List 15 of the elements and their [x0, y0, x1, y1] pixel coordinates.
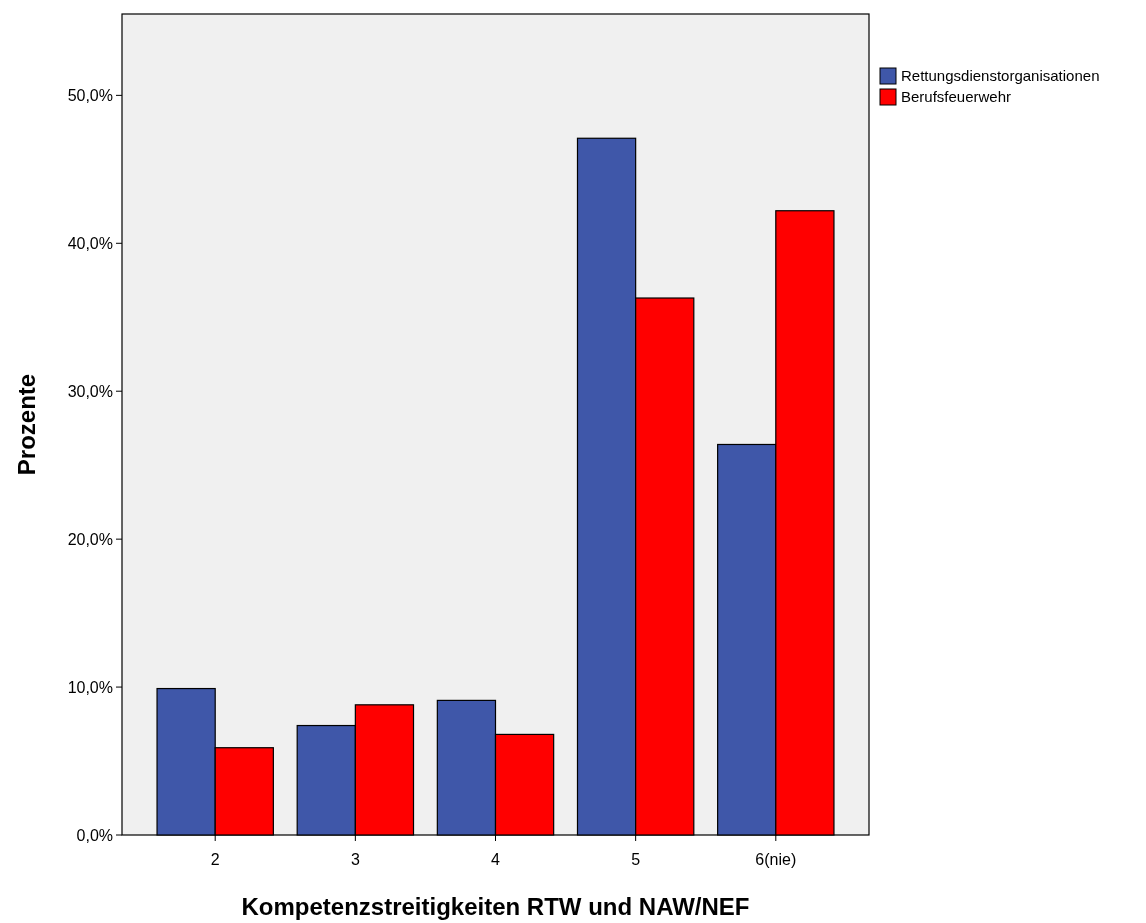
y-tick-label: 20,0% [67, 530, 113, 548]
x-tick-label: 3 [350, 851, 360, 868]
x-tick-label: 2 [210, 851, 220, 868]
y-tick-label: 0,0% [76, 826, 113, 844]
x-tick-label: 6(nie) [755, 851, 797, 868]
y-tick-label: 30,0% [67, 382, 113, 400]
x-axis-title: Kompetenzstreitigkeiten RTW und NAW/NEF [241, 893, 750, 920]
y-axis-title: Prozente [13, 373, 40, 476]
legend-label: Berufsfeuerwehr [901, 88, 1012, 105]
y-tick-label: 10,0% [67, 678, 113, 696]
legend-label: Rettungsdienstorganisationen [901, 67, 1100, 84]
x-tick-label: 4 [491, 851, 501, 868]
x-tick-label: 5 [631, 851, 641, 868]
y-tick-label: 50,0% [67, 86, 113, 104]
y-tick-label: 40,0% [67, 234, 113, 252]
